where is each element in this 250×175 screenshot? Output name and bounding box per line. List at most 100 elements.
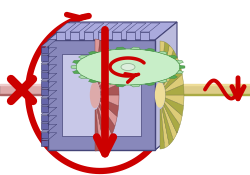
Polygon shape	[96, 109, 104, 150]
Polygon shape	[96, 40, 104, 81]
Polygon shape	[41, 123, 48, 129]
Polygon shape	[48, 22, 177, 40]
Polygon shape	[164, 57, 180, 87]
Polygon shape	[116, 47, 126, 50]
Polygon shape	[99, 103, 115, 135]
Polygon shape	[163, 50, 177, 85]
Polygon shape	[164, 103, 180, 133]
Ellipse shape	[90, 82, 100, 107]
Polygon shape	[62, 54, 141, 136]
Polygon shape	[100, 64, 117, 89]
Polygon shape	[41, 131, 48, 138]
Polygon shape	[41, 140, 48, 146]
Polygon shape	[84, 32, 93, 40]
Ellipse shape	[121, 64, 135, 71]
Polygon shape	[41, 107, 57, 114]
Polygon shape	[165, 95, 184, 106]
Polygon shape	[70, 32, 79, 40]
Polygon shape	[95, 110, 100, 151]
Polygon shape	[160, 41, 165, 81]
Polygon shape	[48, 132, 177, 150]
Polygon shape	[98, 23, 118, 32]
Polygon shape	[72, 70, 80, 74]
Polygon shape	[165, 74, 184, 92]
Polygon shape	[169, 55, 177, 59]
Polygon shape	[41, 99, 57, 106]
Polygon shape	[70, 23, 90, 32]
Polygon shape	[100, 84, 119, 95]
Polygon shape	[126, 32, 135, 40]
Polygon shape	[48, 22, 70, 150]
Polygon shape	[116, 85, 126, 87]
Polygon shape	[163, 105, 177, 140]
Polygon shape	[160, 109, 165, 149]
Polygon shape	[162, 45, 173, 83]
Polygon shape	[98, 48, 112, 84]
Polygon shape	[158, 51, 168, 55]
Polygon shape	[41, 116, 57, 123]
Polygon shape	[78, 75, 87, 79]
Polygon shape	[102, 83, 111, 86]
Polygon shape	[48, 40, 155, 150]
Polygon shape	[72, 60, 80, 64]
Polygon shape	[41, 133, 57, 140]
Polygon shape	[164, 100, 182, 125]
Polygon shape	[41, 89, 48, 95]
Polygon shape	[102, 48, 111, 51]
Ellipse shape	[76, 49, 180, 85]
Ellipse shape	[156, 83, 164, 107]
Polygon shape	[169, 75, 177, 79]
Polygon shape	[41, 56, 57, 64]
Polygon shape	[41, 80, 48, 86]
Polygon shape	[56, 32, 65, 40]
Polygon shape	[130, 85, 140, 87]
Polygon shape	[140, 23, 160, 32]
Polygon shape	[41, 47, 48, 52]
Polygon shape	[176, 60, 184, 64]
Polygon shape	[41, 114, 48, 121]
Polygon shape	[162, 107, 173, 145]
Polygon shape	[165, 98, 184, 116]
Polygon shape	[84, 23, 104, 32]
Polygon shape	[164, 65, 182, 89]
Polygon shape	[161, 42, 169, 82]
Polygon shape	[41, 82, 57, 89]
Polygon shape	[100, 74, 118, 92]
Polygon shape	[88, 51, 98, 55]
Polygon shape	[97, 107, 108, 147]
Polygon shape	[41, 73, 57, 81]
Polygon shape	[100, 101, 117, 126]
Polygon shape	[176, 70, 184, 74]
Polygon shape	[145, 83, 154, 86]
Polygon shape	[41, 64, 48, 69]
Polygon shape	[41, 72, 48, 78]
Polygon shape	[180, 65, 185, 69]
Polygon shape	[130, 47, 140, 50]
Polygon shape	[155, 22, 177, 150]
Polygon shape	[177, 84, 250, 95]
Polygon shape	[41, 65, 57, 72]
Polygon shape	[145, 48, 154, 51]
Polygon shape	[41, 124, 57, 131]
Polygon shape	[99, 55, 115, 87]
Polygon shape	[98, 32, 107, 40]
Polygon shape	[41, 48, 57, 55]
Polygon shape	[140, 32, 149, 40]
Polygon shape	[0, 84, 48, 95]
Polygon shape	[97, 43, 108, 83]
Polygon shape	[112, 32, 121, 40]
Polygon shape	[78, 55, 87, 59]
Polygon shape	[100, 98, 118, 116]
Polygon shape	[95, 39, 100, 80]
Polygon shape	[88, 79, 98, 83]
Polygon shape	[165, 85, 184, 95]
Polygon shape	[158, 79, 168, 83]
Polygon shape	[41, 90, 57, 97]
Polygon shape	[98, 106, 112, 142]
Polygon shape	[41, 55, 48, 61]
Polygon shape	[41, 39, 57, 47]
Polygon shape	[100, 95, 119, 106]
Polygon shape	[41, 106, 48, 112]
Polygon shape	[71, 65, 76, 69]
Polygon shape	[112, 23, 132, 32]
